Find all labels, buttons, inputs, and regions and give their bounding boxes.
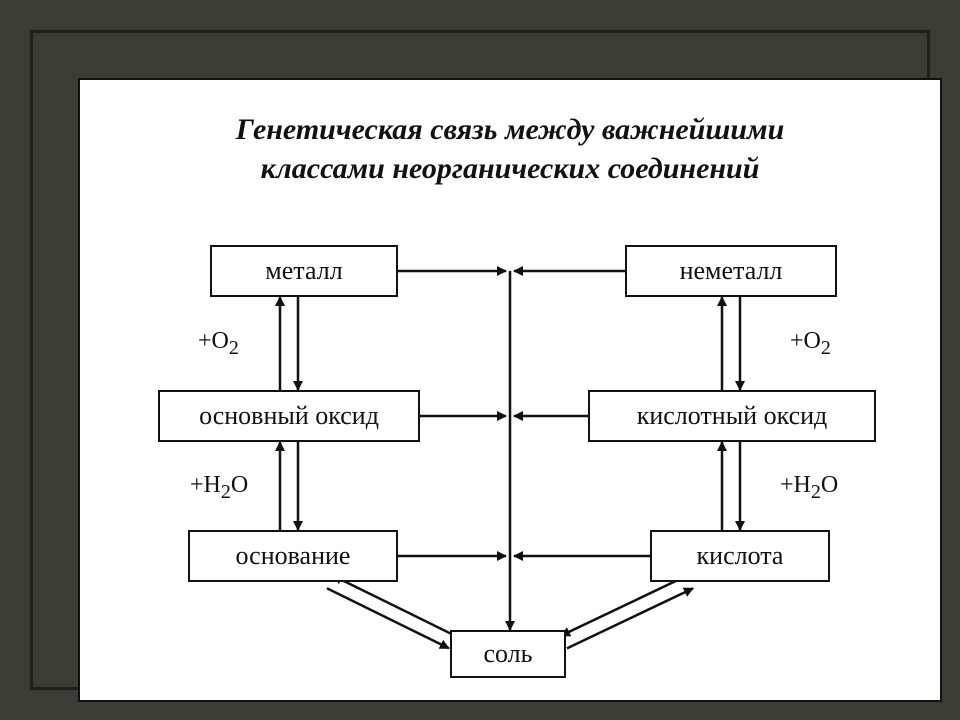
- node-base: основание: [188, 530, 398, 582]
- node-salt-label: соль: [483, 639, 532, 669]
- node-metal-label: металл: [265, 256, 342, 286]
- diagram-paper: Генетическая связь между важнейшими клас…: [78, 78, 942, 702]
- node-nonmetal: неметалл: [625, 245, 837, 297]
- node-salt: соль: [450, 630, 566, 678]
- node-acid-oxide: кислотный оксид: [588, 390, 876, 442]
- label-h2o-right: +H2O: [780, 472, 838, 504]
- label-o2-left: +O2: [198, 328, 239, 360]
- node-basic-oxide: основный оксид: [158, 390, 420, 442]
- node-acid-oxide-label: кислотный оксид: [637, 401, 828, 431]
- node-metal: металл: [210, 245, 398, 297]
- node-acid-label: кислота: [697, 541, 784, 571]
- node-basic-oxide-label: основный оксид: [199, 401, 379, 431]
- node-acid: кислота: [650, 530, 830, 582]
- outer-frame: Генетическая связь между важнейшими клас…: [30, 30, 930, 690]
- label-o2-right: +O2: [790, 328, 831, 360]
- label-h2o-left: +H2O: [190, 472, 248, 504]
- node-nonmetal-label: неметалл: [680, 256, 783, 286]
- node-base-label: основание: [236, 541, 351, 571]
